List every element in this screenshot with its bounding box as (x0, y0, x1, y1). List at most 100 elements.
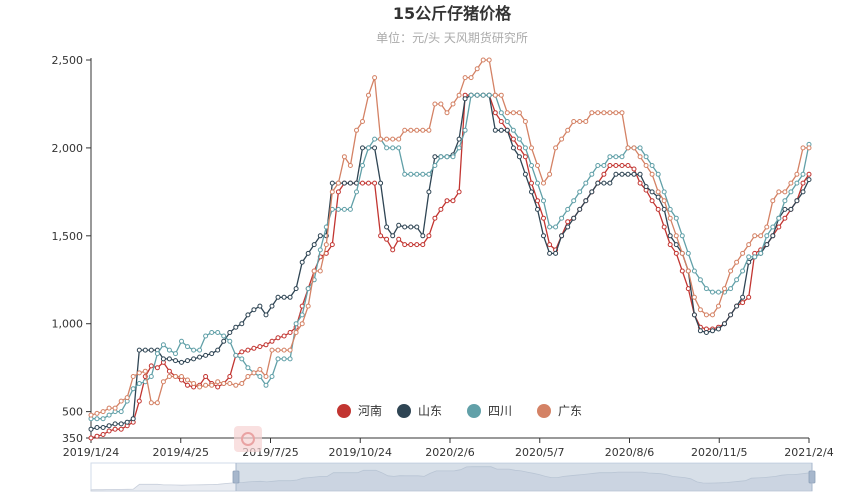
data-point (118, 409, 124, 415)
data-point (764, 242, 770, 248)
legend-item[interactable]: 山东 (397, 404, 442, 418)
data-point (136, 381, 142, 386)
legend-item[interactable]: 四川 (467, 404, 512, 418)
data-point (456, 189, 462, 195)
data-point (372, 180, 378, 186)
data-point (625, 163, 631, 168)
data-point (366, 92, 371, 98)
data-point (269, 374, 275, 379)
data-point (360, 119, 365, 124)
data-point (384, 136, 390, 142)
data-point (492, 92, 498, 98)
legend-item[interactable]: 广东 (537, 404, 582, 418)
data-point (329, 242, 335, 248)
data-point (516, 136, 522, 142)
data-point (191, 347, 197, 353)
data-point (703, 330, 709, 335)
data-point (215, 347, 221, 353)
data-point (396, 222, 402, 228)
data-point (118, 398, 124, 404)
data-point (800, 171, 806, 177)
data-point (372, 145, 378, 151)
x-tick-label: 2020/5/7 (515, 446, 564, 459)
data-point (637, 154, 643, 160)
data-point (154, 365, 160, 371)
zoom-selection[interactable] (236, 463, 812, 491)
data-point (655, 171, 661, 177)
data-point (378, 136, 384, 142)
data-point (691, 312, 697, 318)
data-point (179, 359, 184, 365)
data-point (317, 268, 323, 274)
data-point (203, 352, 209, 358)
y-tick-label: 1,500 (52, 230, 84, 243)
data-point (263, 374, 269, 379)
data-point (510, 145, 516, 151)
data-point (257, 366, 263, 372)
x-tick-label: 2019/1/24 (63, 446, 119, 459)
legend-label: 广东 (558, 404, 582, 418)
data-point (504, 119, 510, 124)
data-point (305, 303, 311, 309)
data-point (655, 206, 661, 212)
data-point (360, 163, 365, 168)
data-point (438, 154, 444, 160)
data-point (643, 163, 649, 168)
legend-marker (467, 404, 481, 418)
data-point (227, 338, 233, 344)
data-point (94, 410, 100, 416)
data-point (444, 198, 450, 204)
data-point (746, 294, 752, 300)
data-point (522, 145, 528, 151)
data-point (565, 206, 571, 212)
data-point (697, 328, 703, 334)
data-point (595, 110, 601, 116)
data-point (619, 154, 625, 160)
data-point (740, 268, 746, 274)
data-point (468, 75, 474, 81)
data-point (559, 215, 565, 221)
data-point (396, 136, 402, 142)
data-point (100, 409, 106, 415)
data-point (221, 338, 227, 344)
x-tick-label: 2020/11/5 (691, 446, 747, 459)
data-point (535, 180, 540, 186)
data-point (740, 250, 746, 256)
data-point (456, 136, 462, 142)
data-point (474, 66, 480, 72)
zoom-handle-left[interactable] (232, 463, 240, 491)
data-point (541, 233, 546, 239)
restore-icon (234, 426, 262, 452)
legend-label: 河南 (358, 403, 382, 418)
zoom-handle-right[interactable] (808, 463, 816, 491)
data-point (752, 254, 758, 260)
data-point (239, 321, 245, 327)
data-point (728, 268, 734, 274)
data-point (619, 110, 625, 116)
data-point (185, 382, 190, 388)
data-point (166, 374, 172, 379)
data-point (776, 189, 782, 195)
y-tick-label: 2,000 (52, 142, 84, 155)
data-point (716, 303, 721, 309)
data-point (227, 381, 233, 386)
data-point (516, 110, 522, 116)
data-point (637, 145, 643, 151)
data-point (173, 358, 178, 364)
data-point (571, 198, 577, 204)
data-point (221, 381, 227, 386)
data-point (746, 242, 752, 248)
data-point (752, 233, 758, 239)
legend-item[interactable]: 河南 (337, 403, 382, 418)
data-point (679, 250, 685, 256)
data-zoom-slider[interactable] (90, 462, 816, 492)
data-point (239, 356, 245, 362)
data-point (529, 180, 534, 186)
data-point (631, 166, 637, 172)
data-point (257, 303, 263, 309)
data-point (589, 110, 595, 116)
data-point (341, 180, 347, 186)
data-point (94, 425, 100, 430)
data-point (148, 374, 154, 379)
